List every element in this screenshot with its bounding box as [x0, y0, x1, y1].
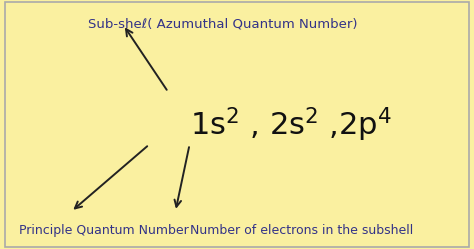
Text: Principle Quantum Number: Principle Quantum Number	[19, 224, 189, 237]
Text: 1s$^{2}$ , 2s$^{2}$ ,2p$^{4}$: 1s$^{2}$ , 2s$^{2}$ ,2p$^{4}$	[190, 105, 392, 144]
Text: Sub-sheℓ( Azumuthal Quantum Number): Sub-sheℓ( Azumuthal Quantum Number)	[88, 17, 357, 30]
Text: Number of electrons in the subshell: Number of electrons in the subshell	[190, 224, 413, 237]
